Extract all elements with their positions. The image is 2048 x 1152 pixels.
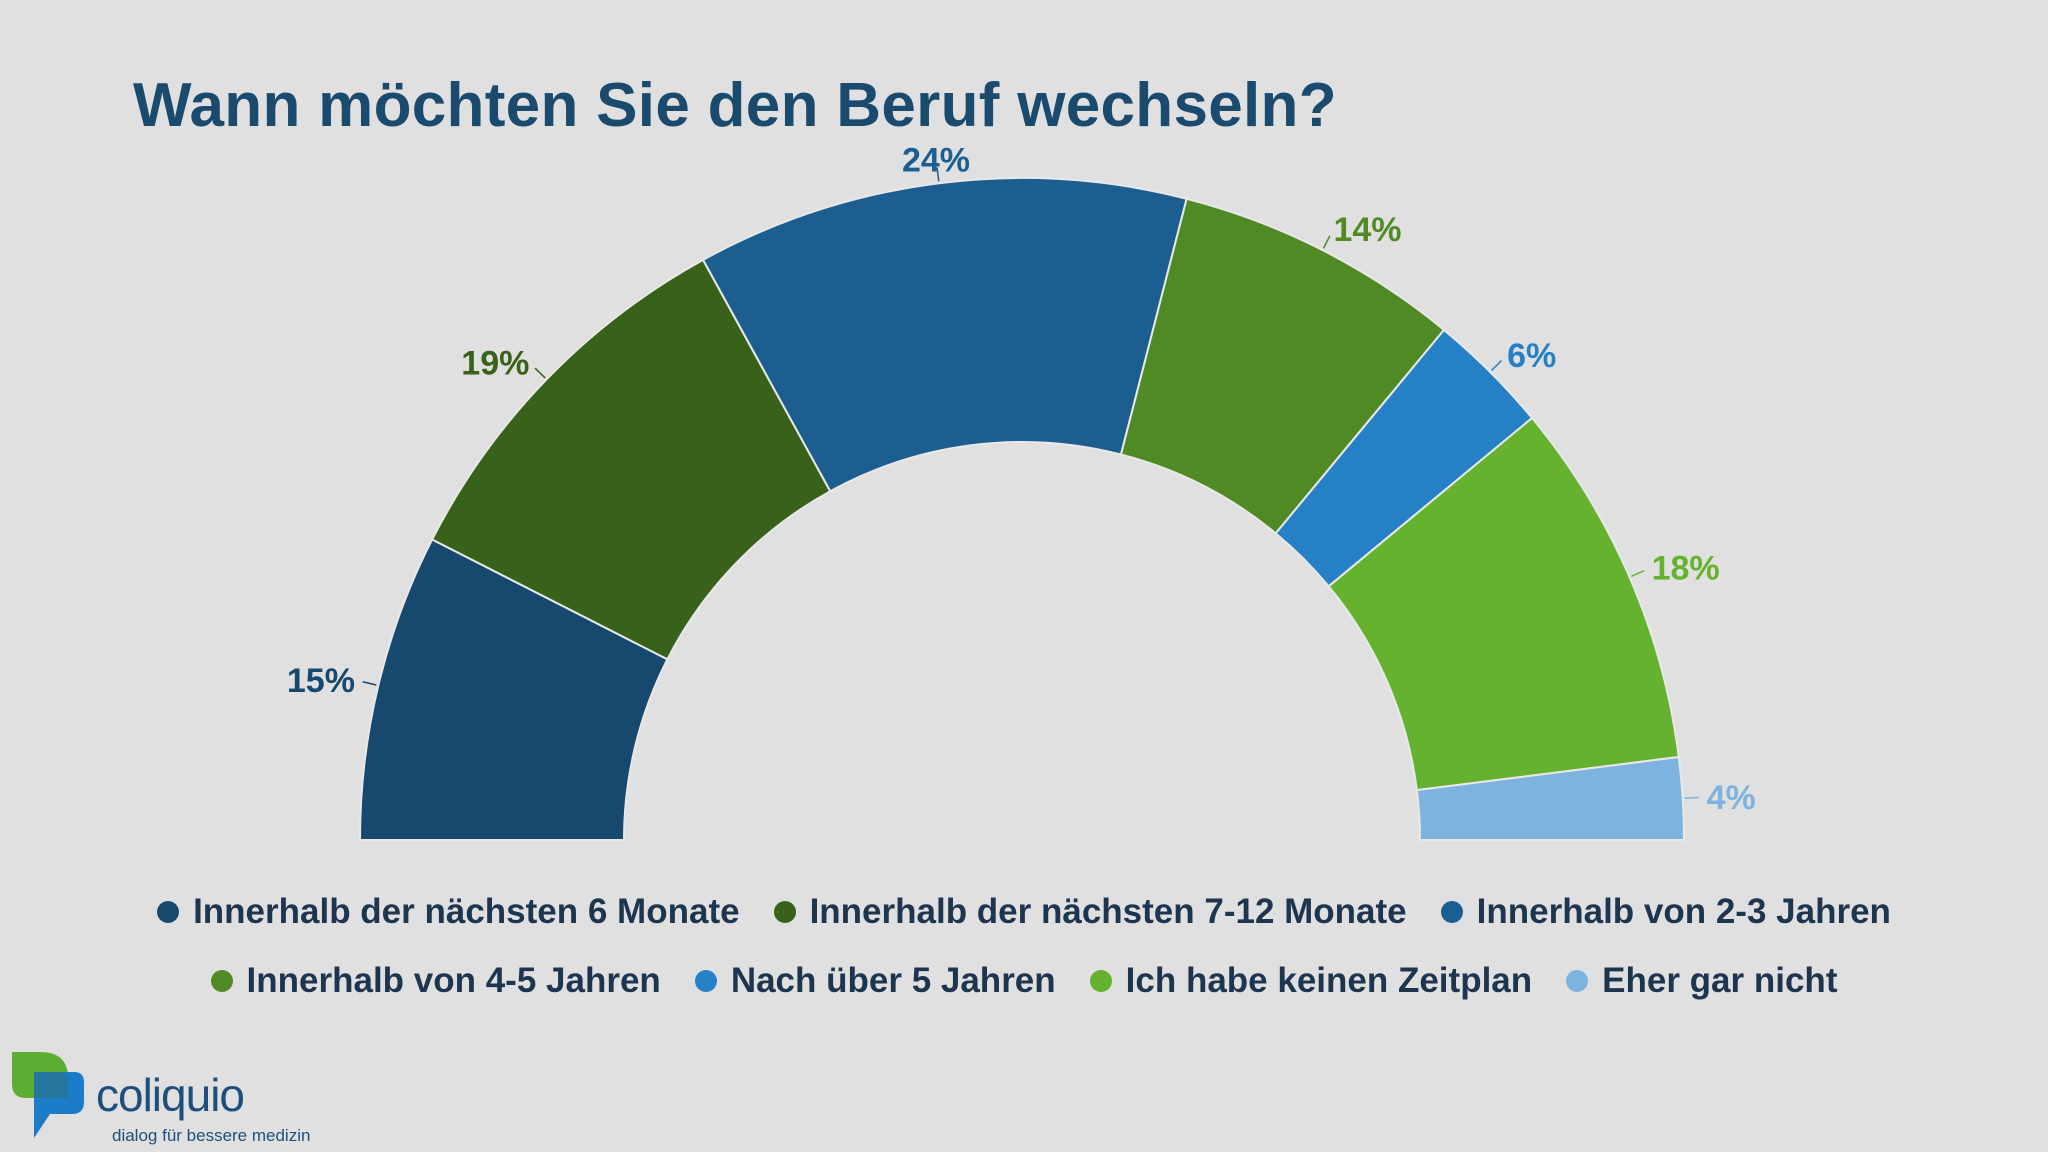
legend-item-ich-habe-keinen-zeitplan: Ich habe keinen Zeitplan bbox=[1089, 961, 1533, 1001]
legend-swatch bbox=[157, 901, 180, 923]
legend-label: Innerhalb von 4-5 Jahren bbox=[246, 961, 661, 1000]
legend-item-nach-ueber-5-jahren: Nach über 5 Jahren bbox=[694, 961, 1056, 1001]
leader-line-innerhalb-der-naechsten-6-monate bbox=[362, 680, 377, 686]
leader-line-nach-ueber-5-jahren bbox=[1490, 360, 1502, 372]
leader-line-innerhalb-von-4-5-jahren bbox=[1322, 235, 1331, 249]
value-label-eher-gar-nicht: 4% bbox=[1707, 779, 1756, 817]
legend-item-innerhalb-von-2-3-jahren: Innerhalb von 2-3 Jahren bbox=[1440, 892, 1891, 932]
legend-row-2: Innerhalb von 4-5 Jahren Nach über 5 Jahr… bbox=[0, 961, 2048, 1001]
chart-leader-lines bbox=[362, 167, 1699, 800]
value-label-innerhalb-von-4-5-jahren: 14% bbox=[1333, 211, 1401, 249]
legend-swatch bbox=[773, 901, 796, 923]
legend-label: Nach über 5 Jahren bbox=[730, 961, 1056, 1000]
legend-item-innerhalb-von-4-5-jahren: Innerhalb von 4-5 Jahren bbox=[210, 961, 661, 1001]
value-label-nach-ueber-5-jahren: 6% bbox=[1507, 337, 1556, 375]
value-label-innerhalb-der-naechsten-7-12-monate: 19% bbox=[461, 345, 529, 383]
legend-label: Ich habe keinen Zeitplan bbox=[1125, 961, 1533, 1000]
leader-line-innerhalb-von-2-3-jahren bbox=[936, 167, 940, 182]
chart-value-labels: 15% 19% 24% 14% 6% 18% 4% bbox=[287, 141, 1756, 817]
brand-tagline: dialog für bessere medizin bbox=[112, 1126, 311, 1145]
legend-swatch bbox=[1089, 970, 1112, 992]
slice-innerhalb-von-2-3-jahren bbox=[701, 177, 1188, 493]
chart-slices bbox=[358, 177, 1686, 841]
legend-swatch bbox=[1440, 901, 1463, 923]
legend-label: Innerhalb der nächsten 7-12 Monate bbox=[809, 892, 1407, 931]
leader-line-innerhalb-der-naechsten-7-12-monate bbox=[534, 367, 546, 379]
value-label-innerhalb-von-2-3-jahren: 24% bbox=[902, 141, 970, 179]
legend-swatch bbox=[694, 970, 717, 992]
leader-line-ich-habe-keinen-zeitplan bbox=[1631, 570, 1645, 577]
legend-swatch bbox=[210, 970, 233, 992]
legend-item-innerhalb-der-naechsten-6-monate: Innerhalb der nächsten 6 Monate bbox=[157, 892, 740, 932]
leader-line-eher-gar-nicht bbox=[1684, 796, 1699, 800]
value-label-innerhalb-der-naechsten-6-monate: 15% bbox=[287, 662, 355, 700]
legend-item-eher-gar-nicht: Eher gar nicht bbox=[1566, 961, 1837, 1001]
legend-label: Innerhalb von 2-3 Jahren bbox=[1476, 892, 1891, 931]
legend-row-1: Innerhalb der nächsten 6 Monate Innerhalb… bbox=[0, 892, 2048, 932]
brand-name: coliquio bbox=[96, 1069, 245, 1121]
coliquio-logo-icon bbox=[12, 1052, 84, 1138]
legend-swatch bbox=[1566, 970, 1589, 992]
value-label-ich-habe-keinen-zeitplan: 18% bbox=[1652, 550, 1720, 588]
chart-title: Wann möchten Sie den Beruf wechseln? bbox=[133, 71, 1337, 140]
legend-item-innerhalb-der-naechsten-7-12-monate: Innerhalb der nächsten 7-12 Monate bbox=[773, 892, 1407, 932]
legend-label: Eher gar nicht bbox=[1602, 961, 1838, 1000]
slice-eher-gar-nicht bbox=[1415, 755, 1686, 841]
legend-label: Innerhalb der nächsten 6 Monate bbox=[193, 892, 740, 931]
